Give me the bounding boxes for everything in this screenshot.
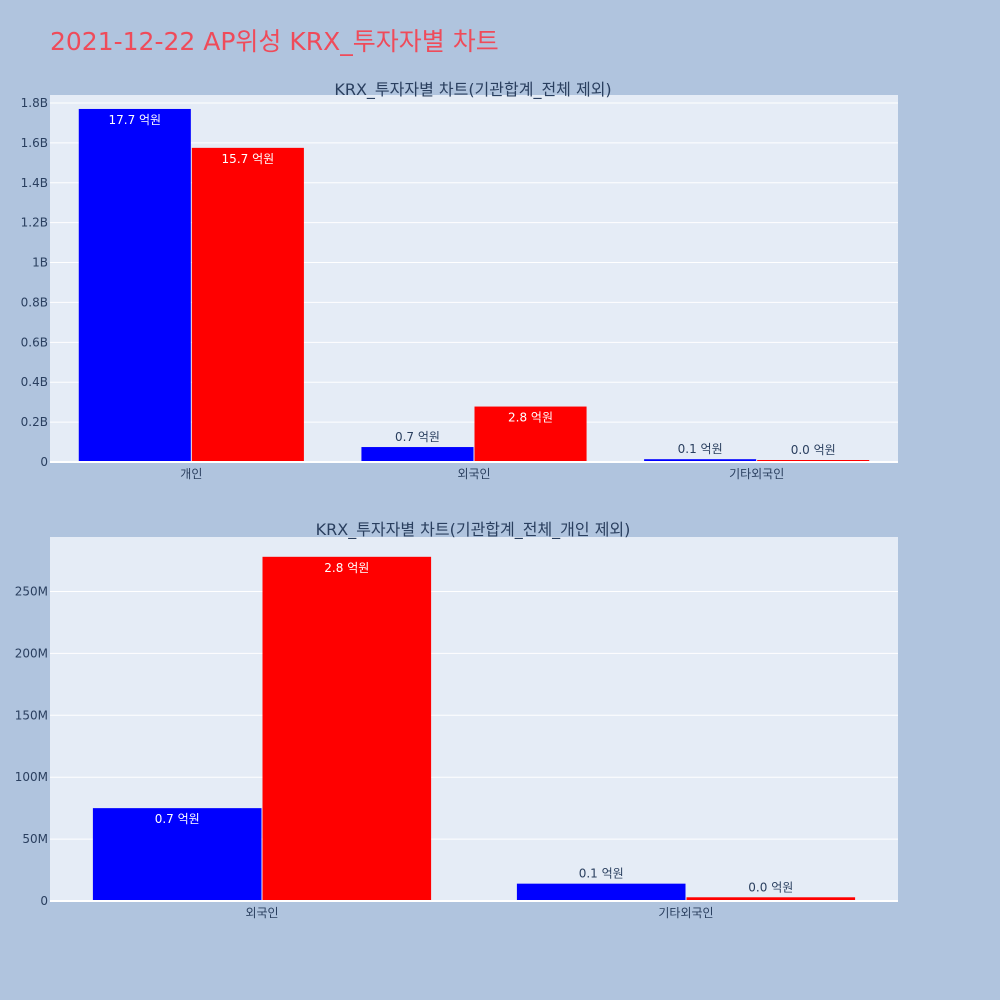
bar [92,808,262,901]
y-tick-label: 1.8B [21,96,48,110]
bar [78,108,191,462]
y-tick-label: 250M [15,584,48,598]
bar-value-label: 0.1 억원 [678,442,723,456]
y-tick-label: 0 [40,455,48,469]
bar-value-label: 17.7 억원 [108,113,161,127]
y-tick-label: 150M [15,708,48,722]
y-tick-label: 0.8B [21,295,48,309]
y-tick-label: 0.6B [21,335,48,349]
bar [516,883,686,901]
chart-top: KRX_투자자별 차트(기관합계_전체 제외) 0 0.2B 0.4B 0.6B 0.8B… [21,80,898,481]
chart-title: KRX_투자자별 차트(기관합계_전체_개인 제외) [316,520,631,540]
bar-value-label: 0.7 억원 [395,430,440,444]
bar [191,147,304,463]
bar-value-label: 15.7 억원 [222,152,275,166]
bar-value-label: 0.0 억원 [791,443,836,457]
bar [686,897,856,901]
bar [262,556,432,901]
y-tick-label: 1.4B [21,176,48,190]
x-tick-label: 외국인 [457,467,490,481]
y-tick-label: 100M [15,770,48,784]
y-tick-label: 1B [32,256,48,270]
chart-title: KRX_투자자별 차트(기관합계_전체 제외) [334,80,611,100]
bar [474,406,587,462]
y-tick-label: 0.4B [21,375,48,389]
x-tick-label: 기타외국인 [729,467,784,481]
bar-value-label: 0.1 억원 [579,867,624,881]
bar-value-label: 2.8 억원 [508,411,553,425]
bar-value-label: 0.7 억원 [155,812,200,826]
y-tick-label: 0 [40,894,48,908]
bar-value-label: 0.0 억원 [748,880,793,894]
y-tick-label: 1.2B [21,216,48,230]
y-tick-label: 0.2B [21,415,48,429]
y-tick-label: 200M [15,646,48,660]
bar [361,447,474,462]
x-tick-label: 외국인 [245,906,278,920]
bar-value-label: 2.8 억원 [324,561,369,575]
plot-area [50,95,898,462]
y-tick-label: 1.6B [21,136,48,150]
y-tick-label: 50M [22,832,48,846]
bar [644,459,757,462]
x-tick-label: 개인 [180,467,202,481]
page-title: 2021-12-22 AP위성 KRX_투자자별 차트 [50,27,499,56]
x-tick-label: 기타외국인 [658,906,713,920]
